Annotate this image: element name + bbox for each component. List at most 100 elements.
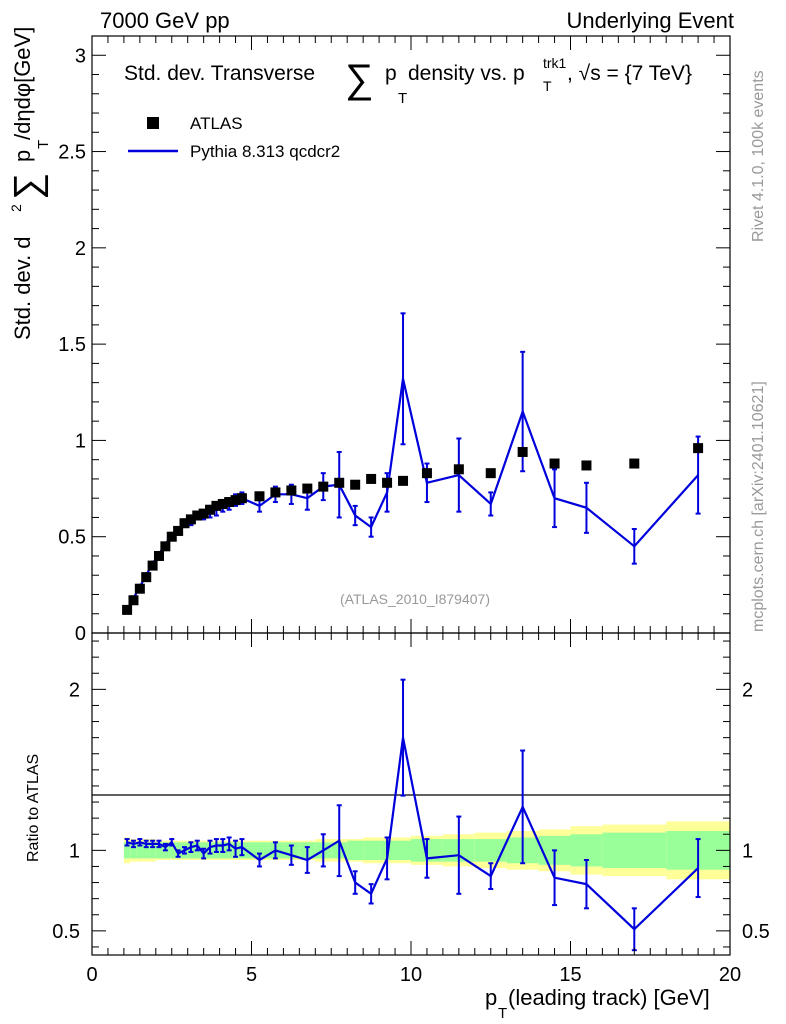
ratio-band-inner [363, 840, 380, 861]
ylabel-p-subscript: T [35, 140, 52, 149]
atlas-point [453, 464, 464, 475]
title-middle: density vs. p [408, 62, 525, 85]
ratio-plot-frame [91, 632, 731, 956]
ratio-y-axis-label: Ratio to ATLAS [25, 754, 42, 862]
atlas-point [192, 510, 203, 521]
ratio-band-inner [130, 842, 137, 859]
atlas-point [366, 473, 377, 484]
ratio-data-marks [124, 678, 701, 952]
x-tick-label: 20 [719, 964, 741, 986]
atlas-point [318, 481, 329, 492]
title-prefix: Std. dev. Transverse [124, 62, 315, 85]
xlabel-suffix: (leading track) [GeV] [508, 985, 710, 1010]
title-trk1-superscript: trk1 [543, 55, 567, 71]
ratio-y-tick-label: 0.5 [52, 921, 80, 943]
atlas-point [382, 477, 393, 488]
ratio-band-inner [149, 842, 156, 859]
ylabel-p: p [10, 150, 35, 162]
atlas-point [254, 491, 265, 502]
title-pt-subscript: T [543, 78, 552, 94]
atlas-point [549, 458, 560, 469]
atlas-point [173, 525, 184, 536]
main-y-tick-label: 1 [75, 430, 86, 452]
main-y-tick-label: 2.5 [58, 142, 86, 164]
atlas-point [581, 460, 592, 471]
main-data-marks [122, 312, 704, 615]
atlas-point [485, 468, 496, 479]
xlabel-p: p [485, 985, 497, 1010]
ylabel-suffix: /dηdφ[GeV] [10, 27, 35, 140]
atlas-point [517, 446, 528, 457]
main-y-tick-label: 0.5 [58, 527, 86, 549]
title-suffix: , √s = {7 TeV} [567, 62, 692, 85]
main-panel: 0 0.5 1 1.5 2 2.5 3 Std. dev. Transverse ∑ p T… [7, 27, 731, 645]
atlas-point [224, 497, 235, 508]
atlas-point [128, 595, 139, 606]
xlabel-p-subscript: T [498, 1005, 507, 1022]
atlas-point [236, 493, 247, 504]
legend-atlas-marker [147, 117, 159, 129]
atlas-point [334, 477, 345, 488]
mcplots-source-label: mcplots.cern.ch [arXiv:2401.10621] [750, 381, 767, 632]
ratio-y-tick-label-right: 1 [742, 840, 753, 862]
atlas-point [179, 518, 190, 529]
atlas-point [160, 541, 171, 552]
ratio-band-inner [136, 842, 144, 859]
main-y-tick-label: 1.5 [58, 334, 86, 356]
atlas-point [693, 443, 704, 454]
ratio-y-tick-label-right: 0.5 [742, 921, 770, 943]
atlas-point [211, 500, 222, 511]
ratio-band-inner [347, 840, 364, 861]
x-tick-label: 5 [246, 964, 257, 986]
legend-pythia-label: Pythia 8.313 qcdcr2 [190, 142, 340, 161]
atlas-point [286, 485, 297, 496]
rivet-version-label: Rivet 4.1.0, 100k events [750, 70, 767, 242]
legend-atlas-label: ATLAS [190, 114, 243, 133]
ratio-y-tick-label: 1 [69, 840, 80, 862]
title-sum-symbol: ∑ [345, 57, 374, 101]
ylabel-square: 2 [8, 204, 24, 212]
atlas-point [217, 498, 228, 509]
header-right-label: Underlying Event [566, 8, 734, 33]
title-p-subscript: T [398, 90, 407, 107]
ratio-band-inner [143, 842, 150, 859]
atlas-point [141, 572, 152, 583]
atlas-point [302, 483, 313, 494]
atlas-point [205, 504, 216, 515]
atlas-point [230, 495, 241, 506]
ratio-band-inner [251, 842, 268, 859]
main-chart-title: Std. dev. Transverse ∑ p T density vs. p… [124, 55, 692, 107]
ratio-band-inner [474, 839, 507, 862]
ratio-band-inner [395, 840, 411, 861]
atlas-point [398, 475, 409, 486]
ratio-y-tick-label: 2 [69, 679, 80, 701]
atlas-point [350, 479, 361, 490]
atlas-point [185, 514, 196, 525]
ylabel-sum-symbol: ∑ [7, 173, 49, 200]
title-p: p [385, 62, 397, 85]
main-y-tick-label: 0 [75, 623, 86, 645]
ratio-band-inner [155, 842, 163, 859]
x-tick-label: 15 [559, 964, 581, 986]
ratio-band-inner [602, 832, 667, 869]
analysis-id-watermark: (ATLAS_2010_I879407) [340, 591, 490, 607]
atlas-point [198, 508, 209, 519]
atlas-point [421, 468, 432, 479]
atlas-point [166, 531, 177, 542]
ratio-axis-ticks: 0 5 10 15 200.5 0.51 12 2 [52, 633, 770, 986]
legend: ATLAS Pythia 8.313 qcdcr2 [128, 114, 340, 161]
header-left-label: 7000 GeV pp [100, 8, 230, 33]
atlas-point [153, 550, 164, 561]
ylabel-prefix: Std. dev. d [10, 236, 35, 340]
atlas-point [134, 583, 145, 594]
x-tick-label: 10 [400, 964, 422, 986]
main-y-axis-label: Std. dev. d 2 ∑ p T /dηdφ[GeV] [7, 27, 52, 340]
x-tick-label: 0 [86, 964, 97, 986]
ratio-band-inner [123, 842, 131, 859]
main-y-tick-label: 3 [75, 45, 86, 67]
atlas-point [629, 458, 640, 469]
ratio-panel: 0 5 10 15 200.5 0.51 12 2 Ratio to ATLAS p T (l… [25, 632, 770, 1022]
atlas-point [147, 560, 158, 571]
atlas-point [270, 487, 281, 498]
